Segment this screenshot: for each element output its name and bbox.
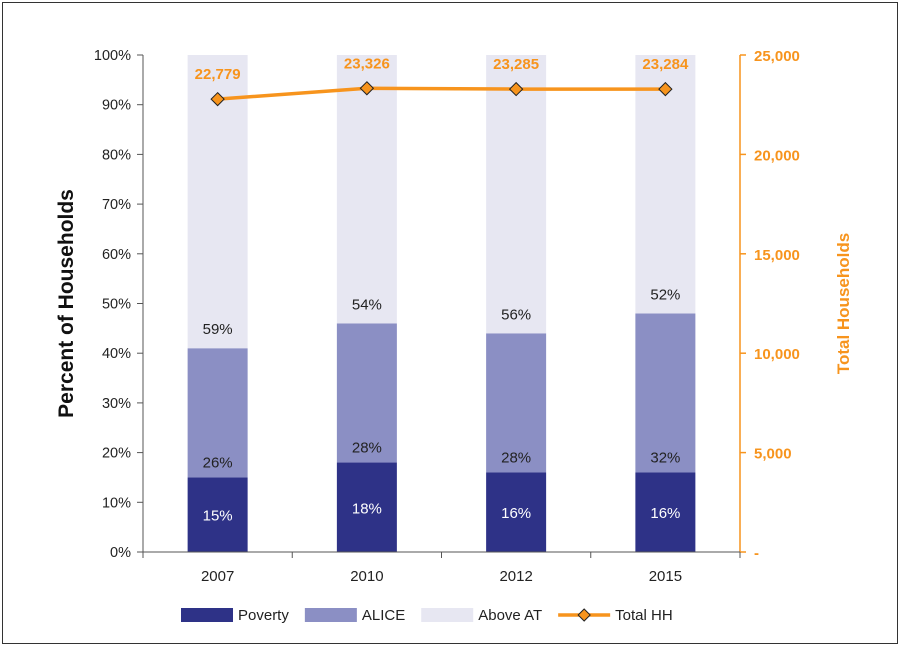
legend-label-alice: ALICE (362, 607, 405, 624)
marker-total-hh-2015 (658, 81, 673, 97)
y-tick-label-left-5: 50% (102, 297, 131, 313)
legend-label-total-hh: Total HH (615, 607, 673, 624)
marker-total-hh-2010 (359, 81, 375, 96)
bar-alice-2010 (336, 323, 397, 463)
data-label-poverty-2012: 16% (501, 505, 531, 522)
data-label-above-at-2012: 56% (501, 306, 531, 323)
data-label-alice-2010: 28% (352, 440, 382, 457)
y-axis-title-right: Total Households (834, 233, 853, 374)
legend: Poverty ALICE Above AT Total HH (181, 607, 673, 624)
y-tick-label-left-3: 30% (102, 396, 131, 412)
data-label-total-hh-2007: 22,779 (195, 66, 241, 83)
legend-swatch-poverty (181, 608, 233, 622)
y-tick-label-right-5: 25,000 (754, 48, 800, 65)
legend-swatch-alice (304, 608, 357, 622)
data-label-above-at-2015: 52% (650, 286, 680, 303)
x-tick-label-2010: 2010 (350, 568, 383, 585)
data-label-above-at-2010: 54% (352, 296, 382, 313)
legend-label-above-at: Above AT (478, 607, 542, 624)
bar-layer: 15% 26% 59% 18% 28% 54% 16% 28% 56% 16% 32% 52% (187, 55, 696, 552)
x-tick-label-2007: 2007 (201, 568, 234, 585)
bar-above-at-2012 (486, 55, 547, 334)
line-total-hh (217, 86, 666, 101)
y-tick-label-left-9: 90% (102, 98, 131, 114)
data-label-alice-2007: 26% (203, 454, 233, 471)
data-label-alice-2015: 32% (650, 449, 680, 466)
bar-poverty-2010 (336, 462, 397, 552)
data-label-poverty-2015: 16% (650, 505, 680, 522)
bar-alice-2012 (486, 333, 547, 473)
data-label-poverty-2007: 15% (203, 508, 233, 525)
data-label-poverty-2010: 18% (352, 500, 382, 517)
bar-poverty-2007 (187, 477, 248, 552)
bar-alice-2015 (635, 313, 696, 473)
data-label-total-hh-2010: 23,326 (344, 55, 390, 72)
marker-total-hh-2007 (210, 91, 225, 107)
y-tick-label-right-2: 10,000 (754, 346, 800, 363)
y-tick-label-left-2: 20% (102, 446, 131, 462)
bar-above-at-2010 (336, 55, 397, 324)
y-tick-label-left-0: 0% (110, 545, 131, 561)
bar-poverty-2015 (635, 472, 696, 552)
y-tick-label-left-10: 100% (94, 48, 131, 64)
y-tick-label-right-3: 15,000 (754, 247, 800, 264)
data-label-above-at-2007: 59% (203, 321, 233, 338)
y-tick-label-left-8: 80% (102, 147, 131, 163)
data-label-total-hh-2015: 23,284 (642, 56, 689, 73)
y-tick-label-left-7: 70% (102, 197, 131, 213)
x-tick-label-2015: 2015 (649, 568, 682, 585)
bar-poverty-2012 (486, 472, 547, 552)
chart: 15% 26% 59% 18% 28% 54% 16% 28% 56% 16% 32% 52% 22,… (55, 48, 853, 624)
legend-swatch-total-hh-marker (577, 608, 591, 622)
y-axis-title-left: Percent of Households (55, 189, 78, 418)
y-tick-label-left-6: 60% (102, 247, 131, 263)
bar-above-at-2015 (635, 55, 696, 314)
data-label-alice-2012: 28% (501, 449, 531, 466)
y-tick-label-left-4: 40% (102, 346, 131, 362)
y-tick-label-right-4: 20,000 (754, 147, 800, 164)
y-tick-label-right-0: - (754, 545, 759, 562)
y-tick-label-right-1: 5,000 (754, 446, 792, 463)
marker-total-hh-2012 (508, 81, 524, 97)
legend-label-poverty: Poverty (238, 607, 289, 624)
y-tick-label-left-1: 10% (102, 495, 131, 511)
legend-swatch-above-at (421, 608, 474, 622)
x-tick-label-2012: 2012 (499, 568, 532, 585)
line-layer: 22,779 23,326 23,285 23,284 (195, 55, 689, 107)
data-label-total-hh-2012: 23,285 (493, 56, 539, 73)
axes-layer: 0% 10% 20% 30% 40% 50% 60% 70% 80% 90% 100% - 5,000 1… (55, 48, 853, 585)
bar-alice-2007 (187, 348, 248, 478)
